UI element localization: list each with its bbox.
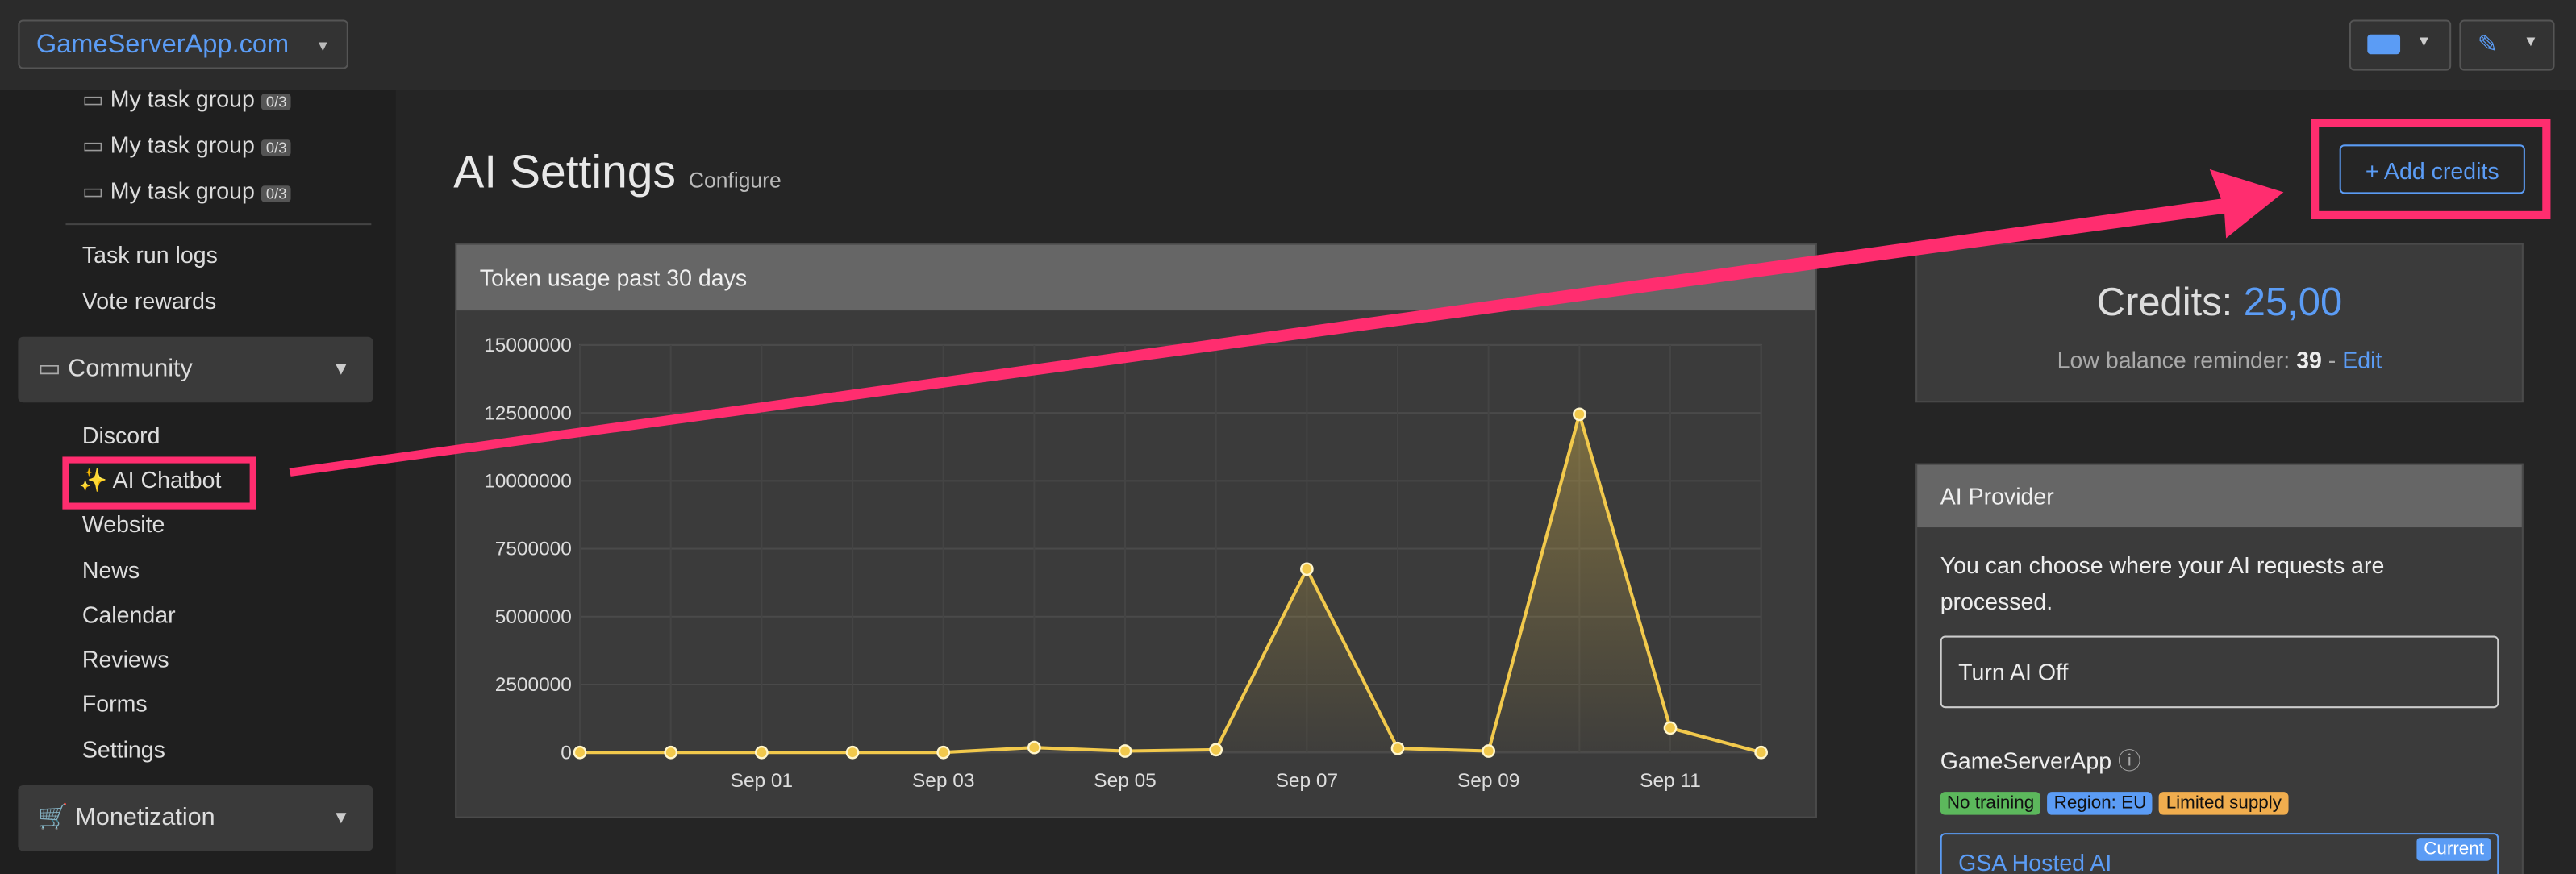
section-title: Monetization: [75, 803, 215, 832]
site-dropdown[interactable]: GameServerApp.com ▼: [18, 19, 348, 69]
hosted-option[interactable]: GSA Hosted AI Current: [1940, 833, 2499, 874]
point: [1572, 407, 1586, 422]
point: [1027, 740, 1041, 755]
sidebar-link[interactable]: Reviews: [81, 645, 169, 672]
provider-title: AI Provider: [1917, 464, 2522, 528]
sidebar-link[interactable]: Forms: [81, 689, 148, 717]
area: [580, 414, 1761, 753]
site-name: GameServerApp.com: [35, 31, 290, 60]
divider: [65, 223, 372, 226]
line: [580, 408, 1762, 755]
vendor: GameServerApp ⓘ: [1940, 747, 2141, 774]
section-title: Community: [68, 355, 193, 383]
y-tick-label: 2500000: [495, 674, 572, 696]
provider-description: You can choose where your AI requests ar…: [1940, 551, 2385, 615]
turn-off-option[interactable]: Turn AI Off: [1940, 635, 2499, 709]
y-tick-label: 15000000: [484, 335, 572, 356]
reminder-label: Low balance reminder:: [2057, 346, 2290, 373]
y-tick-label: 12500000: [484, 402, 572, 424]
hosted-label: GSA Hosted AI: [1958, 849, 2112, 874]
task-badge: 0/3: [261, 185, 292, 202]
subtitle: Configure: [688, 167, 782, 193]
add-credits-button[interactable]: + Add credits: [2339, 144, 2525, 194]
top-bar: [0, 0, 2576, 91]
sidebar-link[interactable]: Settings: [81, 735, 165, 763]
vendor-name: GameServerApp: [1940, 747, 2112, 774]
y-tick-label: 5000000: [495, 606, 572, 628]
current-badge: Current: [2417, 838, 2491, 861]
credits-label: Credits:: [2096, 281, 2233, 326]
badge: Limited supply: [2159, 792, 2289, 815]
chart: 0 2500000 5000000 7500000 10000000 12500000 15…: [484, 335, 1769, 792]
task-badge: 0/3: [261, 139, 292, 156]
sidebar-link[interactable]: Discord: [81, 422, 160, 449]
point: [1663, 721, 1678, 735]
edit-link[interactable]: Edit: [2342, 346, 2382, 373]
point: [1482, 744, 1496, 758]
point: [1209, 743, 1223, 757]
x-tick-label: Sep 07: [1276, 770, 1338, 792]
theme-button[interactable]: ✎ ▼: [2459, 19, 2555, 71]
y-tick-label: 0: [561, 742, 572, 764]
x-tick-label: Sep 11: [1640, 770, 1701, 792]
page-title: AI Settings Configure: [453, 146, 782, 198]
point: [755, 745, 769, 760]
arrow: [289, 169, 2284, 477]
y-tick-label: 7500000: [495, 539, 572, 560]
task-group-label: My task group: [110, 177, 255, 204]
credits-panel: Credits: 25,00 Low balance reminder: 39 …: [1915, 243, 2524, 403]
point: [845, 745, 860, 760]
reminder-value: 39: [2296, 346, 2322, 373]
point: [573, 745, 587, 760]
point: [1118, 744, 1132, 758]
monetization-section[interactable]: 🛒 Monetization ▼: [18, 785, 373, 851]
point: [1754, 745, 1769, 760]
sidebar-link[interactable]: Calendar: [81, 601, 176, 628]
title-text: AI Settings: [453, 146, 677, 198]
provider-panel: AI Provider You can choose where your AI…: [1915, 463, 2524, 874]
sidebar-link[interactable]: ✨ AI Chatbot: [78, 466, 222, 493]
highlight-box: [62, 456, 256, 510]
point: [1300, 562, 1314, 576]
community-section[interactable]: ▭ Community ▼: [18, 336, 373, 403]
badge: Region: EU: [2047, 792, 2153, 815]
separator: -: [2328, 346, 2336, 373]
task-group[interactable]: ▭ My task group 0/3: [82, 85, 292, 114]
x-tick-label: Sep 09: [1457, 770, 1519, 792]
task-badge: 0/3: [261, 94, 292, 110]
highlight-box: [2311, 119, 2551, 220]
x-tick-label: Sep 05: [1094, 770, 1156, 792]
x-tick-label: Sep 03: [912, 770, 974, 792]
task-group-label: My task group: [110, 131, 255, 158]
y-tick-label: 10000000: [484, 470, 572, 492]
sidebar-link[interactable]: Website: [81, 510, 165, 538]
credits-line: Credits: 25,00: [1917, 281, 2522, 327]
x-tick-label: Sep 01: [731, 770, 793, 792]
point: [1390, 741, 1405, 755]
point: [664, 745, 678, 760]
badge: No training: [1940, 792, 2041, 815]
badges: No training Region: EU Limited supply: [1940, 787, 2499, 817]
reminder-line: Low balance reminder: 39 - Edit: [1917, 347, 2522, 373]
task-group-label: My task group: [110, 85, 255, 112]
credits-amount: 25,00: [2243, 281, 2343, 326]
point: [936, 745, 951, 760]
language-button[interactable]: ▼: [2349, 19, 2452, 71]
task-group[interactable]: ▭ My task group 0/3: [82, 131, 292, 160]
task-group[interactable]: ▭ My task group 0/3: [82, 177, 292, 206]
sidebar-link[interactable]: News: [81, 556, 140, 584]
sidebar-link[interactable]: Task run logs: [81, 241, 218, 268]
sidebar-link[interactable]: Vote rewards: [81, 287, 217, 314]
